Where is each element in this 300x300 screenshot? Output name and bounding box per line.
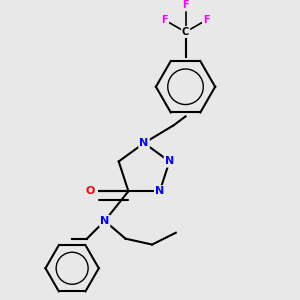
Text: N: N	[140, 138, 149, 148]
Text: F: F	[182, 0, 189, 10]
Text: N: N	[100, 216, 109, 226]
Text: F: F	[203, 15, 210, 25]
Text: N: N	[165, 157, 174, 166]
Text: O: O	[85, 186, 94, 196]
Text: F: F	[161, 15, 168, 25]
Text: N: N	[155, 186, 164, 196]
Text: C: C	[182, 27, 189, 37]
